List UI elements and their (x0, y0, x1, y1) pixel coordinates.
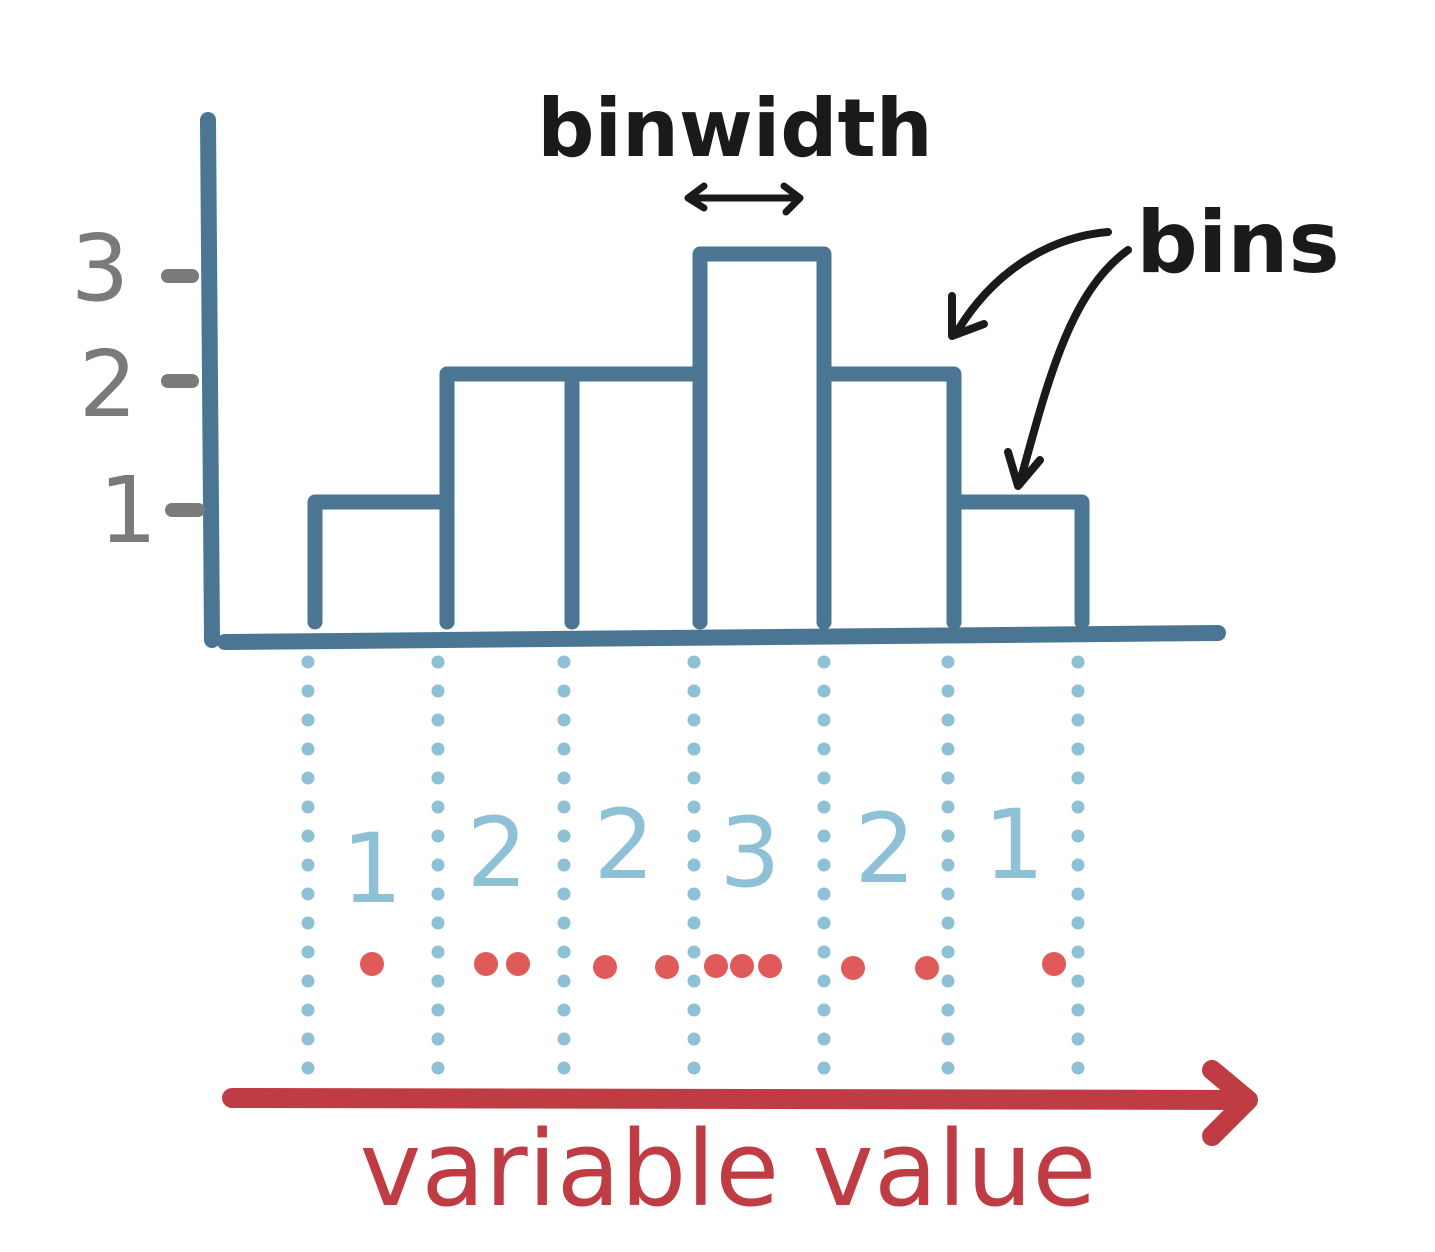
data-point (730, 954, 754, 978)
bin-count-label: 2 (593, 789, 654, 901)
histogram-bars (307, 246, 1090, 630)
data-point (655, 955, 679, 979)
bin-edge-guide (1071, 655, 1085, 1075)
bin-count-label: 1 (341, 813, 402, 925)
bin-count-label: 2 (854, 793, 915, 905)
data-point (758, 954, 782, 978)
bin-count-label: 1 (983, 789, 1044, 901)
y-tick-label-2: 2 (79, 331, 138, 438)
bins-arrow-icon (948, 228, 1132, 490)
data-point (1042, 952, 1066, 976)
data-point (915, 956, 939, 980)
histogram-bar (564, 366, 708, 630)
bin-edge-guide (301, 655, 315, 1075)
data-point (506, 952, 530, 976)
value-axis-shaft (222, 1088, 1254, 1110)
x-axis-label: variable value (360, 1108, 1097, 1230)
bin-count-label: 3 (719, 797, 780, 909)
data-point (360, 952, 384, 976)
data-point (474, 952, 498, 976)
histogram-bar (692, 246, 832, 630)
histogram-bar (307, 494, 455, 630)
binwidth-label: binwidth (537, 82, 932, 175)
data-point (704, 954, 728, 978)
data-point (593, 955, 617, 979)
bin-edge-guide (687, 655, 701, 1075)
y-tick-label-1: 1 (99, 457, 158, 564)
bin-edge-guide (557, 655, 571, 1075)
bin-count-labels: 1 2 2 3 2 1 (341, 789, 1044, 925)
bin-edge-guide (941, 655, 955, 1075)
value-axis-arrowhead (1202, 1060, 1258, 1146)
y-tick-label-3: 3 (71, 215, 130, 322)
bins-label: bins (1136, 193, 1339, 293)
value-axis-arrow (222, 1060, 1258, 1146)
x-axis-line (217, 625, 1226, 650)
bin-edge-guide (431, 655, 445, 1075)
histogram-bar (439, 366, 580, 630)
y-ticks: 3 2 1 (71, 215, 205, 564)
histogram-bar (946, 494, 1090, 630)
histogram-bar (816, 366, 962, 630)
y-axis-line (200, 112, 220, 648)
bin-edge-guides (301, 655, 1085, 1075)
bin-count-label: 2 (466, 797, 527, 909)
data-points (360, 952, 1066, 980)
binwidth-arrow-icon (684, 182, 804, 216)
bin-edge-guide (817, 655, 831, 1075)
data-point (841, 956, 865, 980)
